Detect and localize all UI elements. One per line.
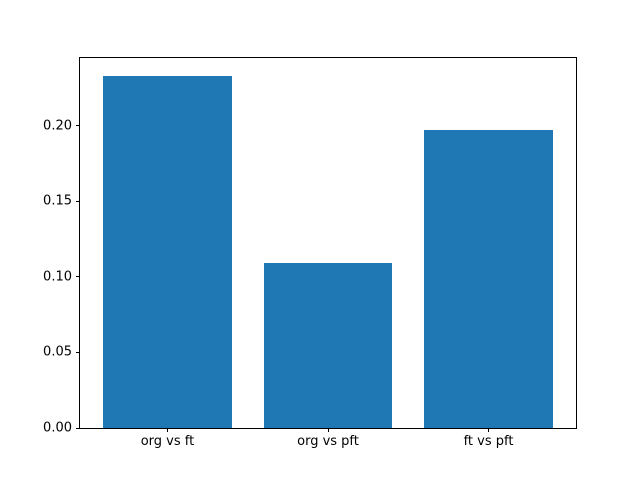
bar-org-vs-pft (263, 263, 393, 428)
bar-ft-vs-pft (424, 130, 553, 428)
x-tick-label: ft vs pft (463, 434, 514, 449)
x-tick-mark (327, 428, 329, 432)
plot-area: org vs ft org vs pft ft vs pft 0.00 0.05 0.10… (43, 57, 577, 448)
y-tick-label: 0.20 (43, 118, 72, 134)
y-tick-mark (76, 125, 80, 127)
x-tick-mark (166, 428, 168, 432)
y-tick-mark (76, 276, 80, 278)
y-tick-label: 0.05 (43, 344, 72, 360)
bar-org-vs-ft (103, 75, 232, 428)
y-tick-mark (76, 427, 80, 429)
x-tick-label: org vs pft (297, 434, 359, 449)
y-tick-label: 0.15 (43, 193, 72, 209)
y-tick-mark (76, 351, 80, 353)
y-tick-label: 0.10 (43, 269, 72, 285)
x-tick-label: org vs ft (140, 434, 195, 449)
y-tick-mark (76, 200, 80, 202)
x-tick-mark (488, 428, 490, 432)
y-tick-label: 0.00 (43, 420, 72, 436)
